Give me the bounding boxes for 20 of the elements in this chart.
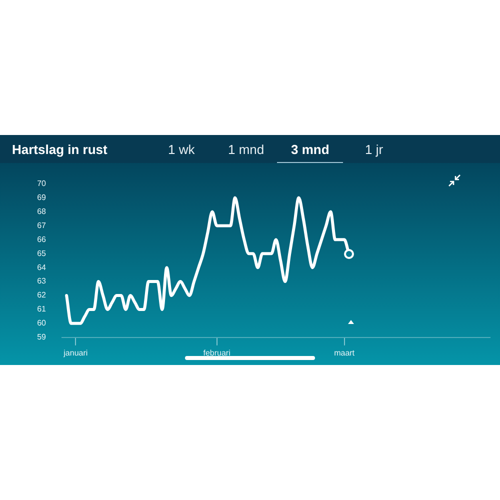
y-tick-label: 64: [37, 262, 47, 272]
chart-title: Hartslag in rust: [12, 142, 108, 157]
x-tick-label: februari: [203, 348, 231, 358]
y-tick-label: 69: [37, 192, 47, 202]
y-tick-label: 66: [37, 234, 47, 244]
y-tick-label: 70: [37, 179, 47, 188]
y-tick-label: 60: [37, 318, 47, 328]
y-tick-label: 67: [37, 220, 47, 230]
text: 3 mnd: [277, 142, 344, 164]
x-tick-label: maart: [334, 348, 356, 358]
y-tick-label: 63: [37, 276, 47, 286]
y-tick-label: 62: [37, 290, 47, 300]
x-tick-label: januari: [62, 348, 88, 358]
y-tick-label: 59: [37, 332, 47, 342]
y-tick-label: 68: [37, 206, 47, 216]
text: 1 jr: [365, 142, 384, 157]
y-tick-label: 61: [37, 304, 47, 314]
text: 1 mnd: [228, 142, 264, 157]
text: 1 wk: [168, 142, 195, 157]
y-tick-label: 65: [37, 248, 47, 258]
